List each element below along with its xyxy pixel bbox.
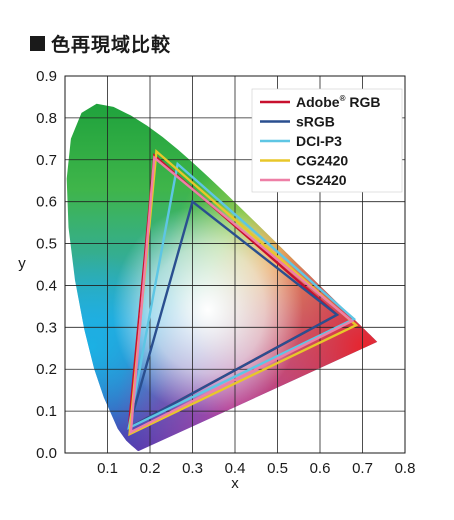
y-tick-label: 0.9 [36,68,57,85]
y-tick-label: 0.1 [36,403,57,420]
x-axis-label: x [231,475,239,492]
y-tick-label: 0.7 [36,152,57,169]
x-tick-label: 0.5 [267,460,288,477]
y-axis-ticks: 0.0 0.1 0.2 0.3 0.4 0.5 0.6 0.7 0.8 0.9 [36,68,57,462]
gamut-triangle-cs2420 [129,155,355,435]
x-tick-label: 0.4 [225,460,246,477]
legend-label: CG2420 [296,153,348,169]
x-tick-label: 0.6 [310,460,331,477]
legend: Adobe® RGB sRGB DCI-P3 CG2420 CS2420 [251,88,403,193]
gamut-series [126,148,359,437]
title-square-icon [30,36,45,51]
y-tick-label: 0.0 [36,445,57,462]
x-tick-label: 0.8 [395,460,416,477]
chart-title: 色再現域比較 [30,30,171,57]
y-tick-label: 0.3 [36,319,57,336]
x-tick-label: 0.2 [140,460,161,477]
y-tick-label: 0.8 [36,110,57,127]
legend-label: sRGB [296,114,335,130]
x-axis-ticks: 0.1 0.2 0.3 0.4 0.5 0.6 0.7 0.8 [97,460,415,477]
x-tick-label: 0.1 [97,460,118,477]
plot-frame [64,75,406,454]
y-axis-label: y [18,255,26,272]
y-tick-label: 0.4 [36,277,57,294]
legend-label: CS2420 [296,172,347,188]
gamut-triangle-dci-p3 [127,161,357,431]
legend-label: Adobe® RGB [296,94,380,110]
y-tick-label: 0.5 [36,236,57,253]
chart-title-text: 色再現域比較 [51,34,172,56]
x-tick-label: 0.3 [182,460,203,477]
legend-label: DCI-P3 [296,133,342,149]
y-tick-label: 0.6 [36,194,57,211]
gamut-triangle-srgb [126,199,340,431]
y-tick-label: 0.2 [36,361,57,378]
x-tick-label: 0.7 [352,460,373,477]
